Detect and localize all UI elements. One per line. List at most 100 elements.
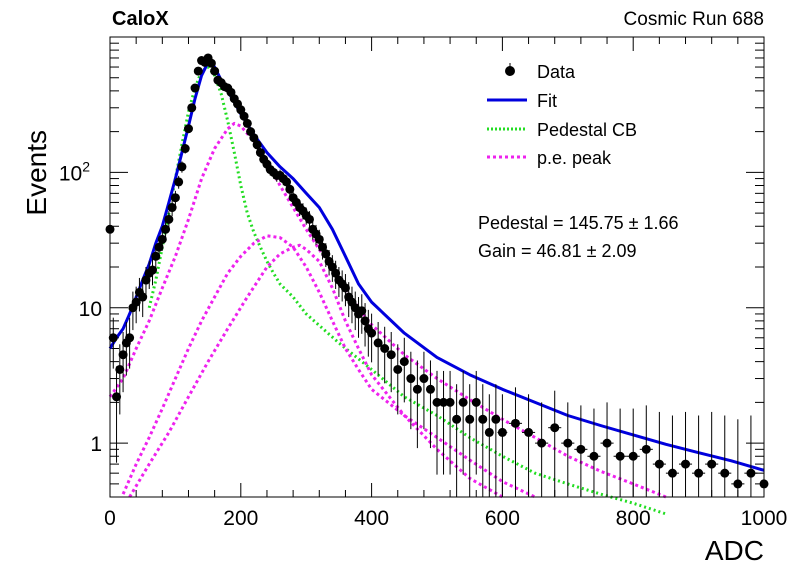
data-marker (118, 350, 128, 360)
data-point (206, 58, 216, 68)
data-marker (380, 344, 390, 354)
data-marker (206, 58, 216, 68)
x-tick-label: 800 (616, 507, 651, 530)
data-point (471, 370, 481, 475)
data-marker (654, 459, 664, 469)
data-marker (183, 124, 193, 134)
data-point (600, 402, 614, 497)
axis-ticks: 0 200 400 600 800 1000 1 10 102 (59, 37, 787, 530)
data-marker (393, 364, 403, 374)
data-point (484, 394, 494, 497)
data-point (177, 161, 187, 173)
data-marker (285, 184, 295, 194)
data-marker (425, 384, 435, 394)
data-point (548, 390, 562, 497)
data-point (183, 124, 193, 134)
legend-entry-fit: Fit (487, 91, 557, 111)
data-point (465, 384, 475, 497)
x-tick-label: 0 (104, 507, 116, 530)
data-marker (157, 234, 167, 244)
data-point (108, 317, 118, 369)
legend-pe-label: p.e. peak (537, 148, 612, 168)
data-marker (138, 292, 148, 302)
legend-pedestal-label: Pedestal CB (537, 120, 637, 140)
data-marker (151, 251, 161, 261)
data-marker (360, 316, 370, 326)
data-marker (484, 427, 494, 437)
data-point (561, 402, 575, 497)
data-marker (550, 423, 560, 433)
data-point (167, 200, 177, 217)
data-point (652, 411, 666, 497)
legend-entry-data: Data (505, 62, 576, 82)
data-point (705, 411, 719, 497)
data-point (340, 274, 350, 307)
pedestal-annotation: Pedestal = 145.75 ± 1.66 (478, 213, 679, 233)
data-point (357, 294, 367, 334)
plot-frame (109, 36, 765, 498)
data-marker (331, 268, 341, 278)
data-point (161, 220, 171, 240)
data-points (105, 53, 769, 497)
data-point (458, 370, 468, 475)
data-marker (563, 438, 573, 448)
data-point (170, 190, 180, 206)
data-marker (314, 234, 324, 244)
data-point (491, 384, 501, 497)
run-label: Cosmic Run 688 (624, 9, 764, 30)
gain-annotation: Gain = 46.81 ± 2.09 (478, 241, 637, 261)
data-marker (177, 162, 187, 172)
data-point (522, 394, 536, 497)
data-point (386, 331, 396, 393)
x-tick-label: 200 (223, 507, 258, 530)
data-point (639, 405, 653, 497)
data-marker (190, 83, 200, 93)
data-point (393, 344, 403, 415)
data-marker (187, 103, 197, 113)
data-point (718, 415, 732, 497)
curve-p-e-peak-3 (128, 243, 504, 499)
data-point (255, 147, 265, 158)
data-marker (357, 306, 367, 316)
data-point (174, 175, 184, 189)
data-point (373, 322, 383, 376)
data-marker (386, 350, 396, 360)
data-point (157, 229, 167, 251)
data-marker (576, 444, 586, 454)
legend: Data Fit Pedestal CB p.e. peak (487, 62, 637, 168)
data-point (478, 384, 488, 497)
data-marker (471, 397, 481, 407)
data-marker (406, 374, 416, 384)
data-point (380, 326, 390, 384)
data-point (692, 415, 706, 497)
data-marker (707, 459, 717, 469)
y-tick-label: 10 (79, 298, 102, 321)
legend-data-marker (505, 66, 515, 76)
data-point (497, 394, 508, 497)
data-marker (170, 193, 180, 203)
data-point (744, 415, 758, 497)
data-point (678, 411, 693, 497)
x-axis-title: ADC (705, 535, 764, 566)
data-point (239, 111, 249, 121)
data-marker (432, 397, 442, 407)
data-marker (282, 177, 292, 187)
data-point (360, 303, 370, 347)
data-point (193, 66, 203, 76)
data-point (138, 282, 148, 318)
data-marker (141, 275, 151, 285)
data-marker (524, 427, 534, 437)
legend-entry-pe: p.e. peak (487, 148, 612, 168)
legend-data-label: Data (537, 62, 576, 82)
data-marker (733, 479, 743, 489)
data-point (164, 211, 174, 229)
legend-entry-pedestal: Pedestal CB (487, 120, 637, 140)
data-point (445, 370, 455, 475)
data-marker (180, 144, 190, 154)
data-marker (589, 451, 599, 461)
data-marker (497, 427, 507, 437)
data-marker (491, 414, 501, 424)
data-point (249, 133, 259, 143)
data-marker (615, 451, 625, 461)
data-point (331, 260, 341, 289)
